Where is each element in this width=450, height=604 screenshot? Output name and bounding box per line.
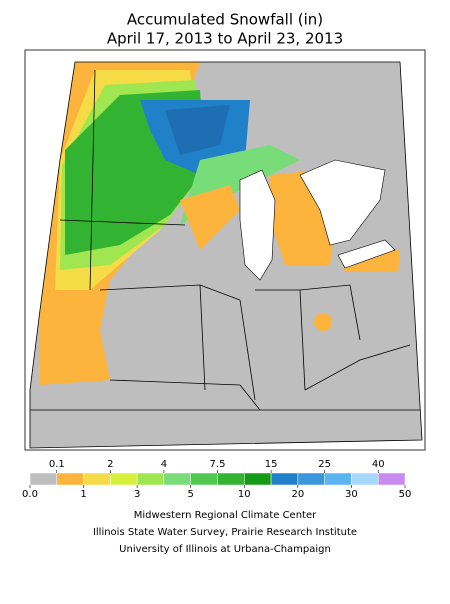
legend-label: 1 <box>80 489 86 500</box>
legend-label: 4 <box>161 459 167 470</box>
legend-cell <box>377 472 406 486</box>
legend-cell <box>244 472 272 486</box>
legend-cell <box>351 472 379 486</box>
legend-label: 7.5 <box>210 459 226 470</box>
legend-cell <box>324 472 352 486</box>
legend-cell <box>110 472 138 486</box>
credit: Illinois State Water Survey, Prairie Res… <box>93 527 357 538</box>
legend-cell <box>29 472 58 486</box>
legend-label: 30 <box>345 489 358 500</box>
legend-label: 5 <box>188 489 194 500</box>
credit: University of Illinois at Urbana-Champai… <box>119 544 331 555</box>
legend-cell <box>217 472 245 486</box>
legend-label: 2 <box>107 459 113 470</box>
legend-cell <box>270 472 299 486</box>
legend-label: 50 <box>399 489 412 500</box>
legend-cell <box>297 472 325 486</box>
legend-cell <box>163 472 191 486</box>
legend-cell <box>190 472 218 486</box>
subtitle: April 17, 2013 to April 23, 2013 <box>107 30 343 48</box>
legend-label: 15 <box>265 459 278 470</box>
legend-label: 40 <box>372 459 385 470</box>
legend-label: 0.1 <box>49 459 65 470</box>
legend-label: 0.0 <box>22 489 38 500</box>
legend-label: 25 <box>318 459 331 470</box>
legend: 0.0 0.1 1 2 3 4 5 7.5 10 15 20 25 30 40 50 <box>22 459 411 500</box>
credit: Midwestern Regional Climate Center <box>134 510 317 521</box>
legend-cell <box>56 472 84 486</box>
legend-label: 3 <box>134 489 140 500</box>
legend-cell <box>136 472 165 486</box>
legend-label: 10 <box>238 489 251 500</box>
title: Accumulated Snowfall (in) <box>127 11 323 29</box>
map <box>24 49 426 451</box>
legend-cell <box>83 472 111 486</box>
legend-label: 20 <box>291 489 304 500</box>
